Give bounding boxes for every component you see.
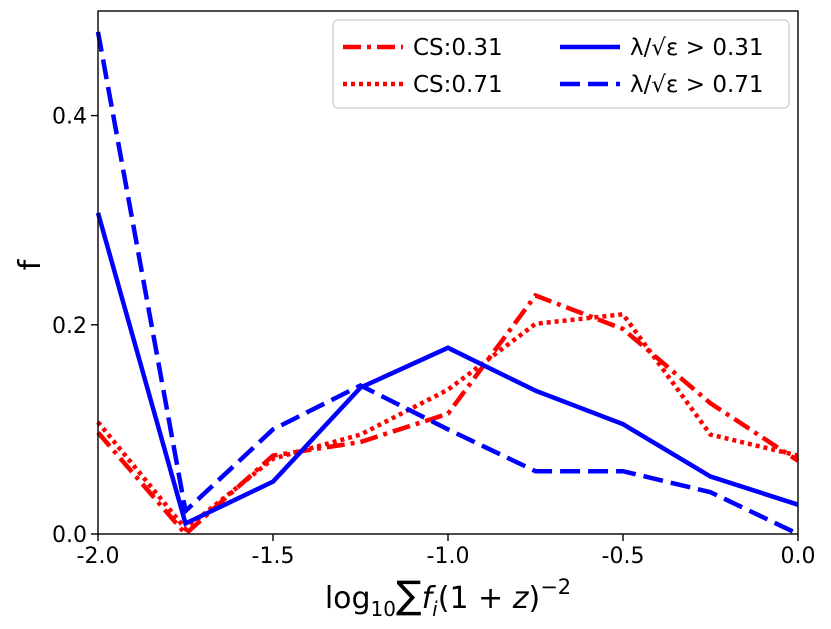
series-line-4 — [95, 31, 799, 537]
x-tick-label: -0.5 — [602, 544, 645, 569]
legend-label-3: λ/√ε > 0.31 — [630, 35, 764, 61]
series-layer — [95, 31, 800, 538]
y-axis-label: f — [13, 258, 48, 270]
legend-label-4: λ/√ε > 0.71 — [630, 72, 764, 98]
x-tick-label: -1.5 — [252, 544, 295, 569]
legend-label-2: CS:0.71 — [413, 72, 503, 98]
y-tick-label: 0.4 — [52, 105, 87, 130]
legend-box — [332, 19, 790, 109]
series-line-3 — [95, 212, 799, 527]
x-tick-label: -2.0 — [77, 544, 120, 569]
legend-label-1: CS:0.31 — [413, 35, 503, 61]
x-tick-label: 0.0 — [781, 544, 816, 569]
x-tick-label: -1.0 — [427, 544, 470, 569]
legend: CS:0.31 CS:0.71 λ/√ε > 0.31 λ/√ε > 0.71 — [332, 19, 790, 109]
y-tick-label: 0.0 — [52, 523, 87, 548]
axis-ticks: -2.0 -1.5 -1.0 -0.5 0.0 0.0 0.2 0.4 — [52, 105, 816, 569]
series-line-1 — [96, 292, 800, 538]
x-axis-label: log10∑fi(1 + z)−2 — [325, 573, 571, 621]
y-tick-label: 0.2 — [52, 314, 87, 339]
